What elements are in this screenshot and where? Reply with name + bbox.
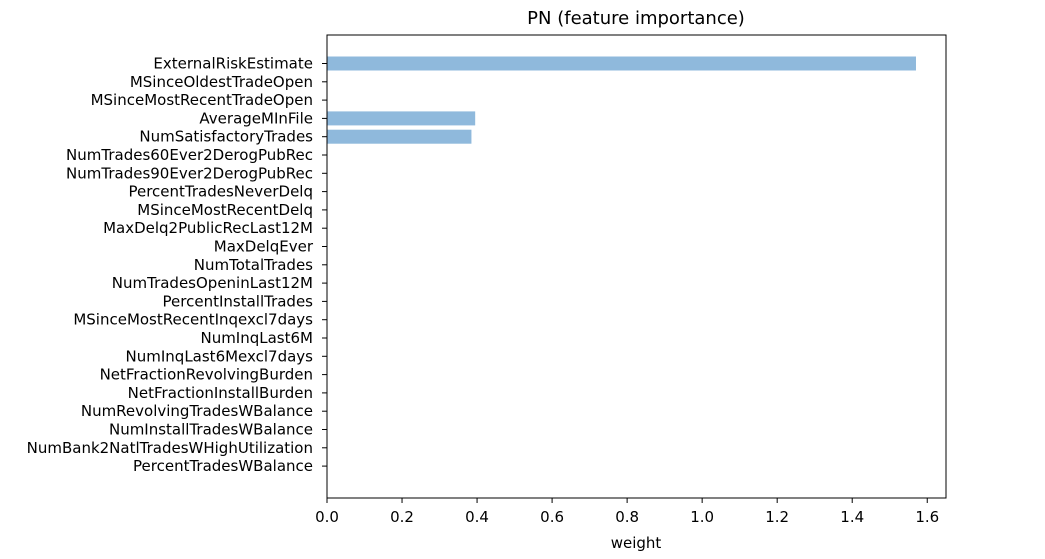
category-label: MSinceMostRecentDelq (137, 201, 313, 219)
category-label: PercentTradesNeverDelq (128, 183, 313, 201)
category-label: NumTrades90Ever2DerogPubRec (66, 164, 313, 182)
x-tick-label: 1.6 (915, 508, 939, 526)
bar (327, 129, 472, 144)
bar (327, 111, 476, 126)
x-axis-label: weight (611, 534, 662, 552)
x-ticks-group: 0.0 0.2 0.4 0.6 0.8 1.0 1.2 1.4 1.6 (315, 498, 939, 526)
x-tick-label: 0.2 (390, 508, 414, 526)
bar (327, 56, 916, 71)
category-label: NumTradesOpeninLast12M (112, 274, 313, 292)
x-tick-label: 0.8 (615, 508, 639, 526)
category-label: NumInstallTradesWBalance (109, 421, 313, 439)
x-tick-label: 1.0 (690, 508, 714, 526)
x-tick-label: 0.4 (465, 508, 489, 526)
category-label: PercentTradesWBalance (133, 457, 313, 475)
category-label: NetFractionInstallBurden (128, 384, 313, 402)
category-label: NumBank2NatlTradesWHighUtilization (27, 439, 313, 457)
bars-group (327, 56, 916, 144)
x-tick-label: 0.0 (315, 508, 339, 526)
category-label: NumTotalTrades (194, 256, 313, 274)
category-label: NumTrades60Ever2DerogPubRec (66, 146, 313, 164)
x-tick-label: 1.2 (765, 508, 789, 526)
x-tick-label: 0.6 (540, 508, 564, 526)
category-label: NumRevolvingTradesWBalance (81, 402, 313, 420)
category-label: NumInqLast6Mexcl7days (126, 347, 314, 365)
category-label: AverageMInFile (199, 109, 313, 127)
category-label: MSinceMostRecentInqexcl7days (73, 311, 313, 329)
category-labels-group: ExternalRiskEstimateMSinceOldestTradeOpe… (27, 55, 327, 475)
x-tick-label: 1.4 (840, 508, 864, 526)
category-label: MSinceMostRecentTradeOpen (91, 91, 313, 109)
chart-title: PN (feature importance) (527, 8, 745, 29)
category-label: NumInqLast6M (200, 329, 313, 347)
category-label: MaxDelq2PublicRecLast12M (103, 219, 313, 237)
category-label: MaxDelqEver (214, 238, 314, 256)
category-label: ExternalRiskEstimate (153, 55, 313, 73)
category-label: NetFractionRevolvingBurden (100, 366, 313, 384)
category-label: PercentInstallTrades (163, 292, 314, 310)
category-label: MSinceOldestTradeOpen (130, 73, 313, 91)
category-label: NumSatisfactoryTrades (139, 128, 313, 146)
plot-frame (326, 34, 947, 499)
